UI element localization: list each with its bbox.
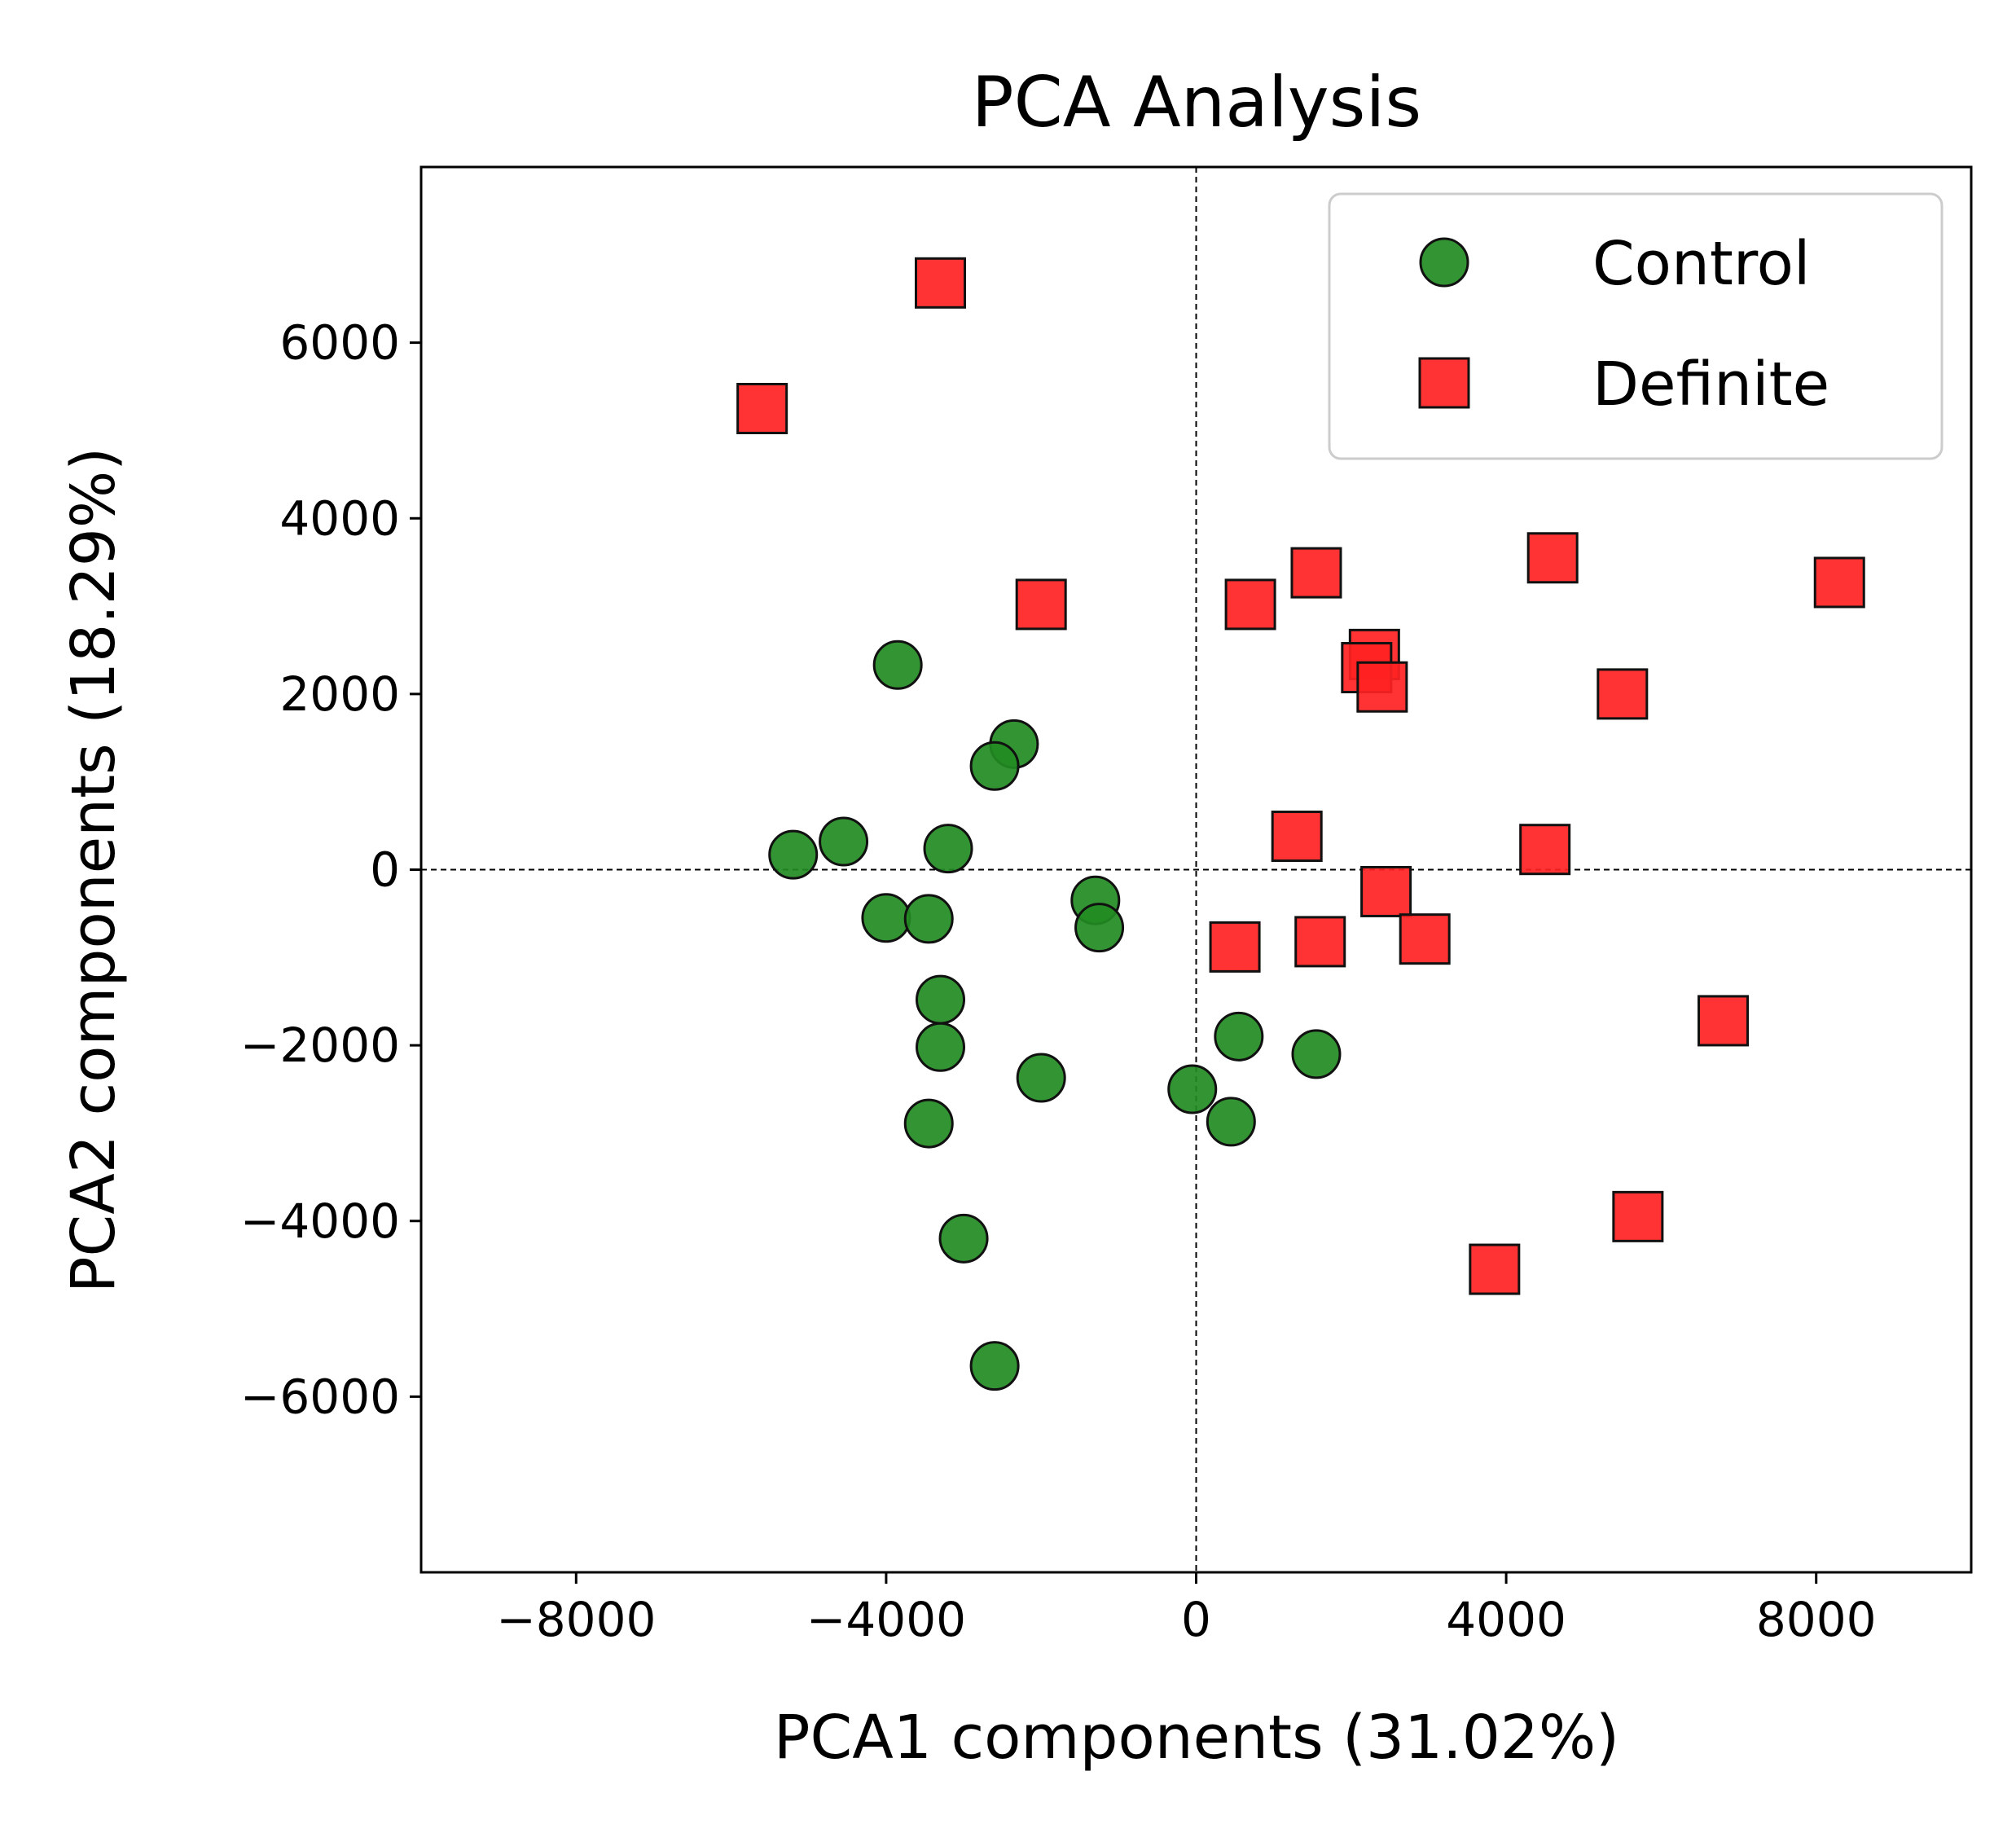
x-tick-label: −4000 <box>806 1592 966 1647</box>
data-points <box>736 257 1865 1391</box>
control-point <box>923 824 973 874</box>
definite-point <box>1224 578 1276 631</box>
control-point <box>938 1213 989 1264</box>
y-tick-label: 4000 <box>279 490 400 546</box>
y-tick-label: −2000 <box>240 1018 400 1073</box>
control-point <box>1206 1097 1256 1147</box>
control-point <box>916 974 966 1025</box>
reference-lines <box>421 167 1971 1572</box>
definite-point <box>1015 578 1067 631</box>
definite-point <box>736 382 788 434</box>
control-point <box>916 1022 966 1072</box>
control-point <box>768 829 819 880</box>
control-point <box>1291 1029 1342 1079</box>
legend-definite-label: Definite <box>1592 349 1829 420</box>
definite-point <box>1356 661 1408 713</box>
legend-control-marker <box>1419 237 1469 288</box>
definite-point <box>1519 824 1571 876</box>
y-axis-label: PCA2 components (18.29%) <box>59 447 129 1293</box>
definite-point <box>915 257 967 309</box>
legend-control-label: Control <box>1592 229 1811 299</box>
chart-title: PCA Analysis <box>972 62 1421 143</box>
definite-point <box>1813 556 1865 609</box>
definite-point <box>1290 547 1342 599</box>
definite-point <box>1612 1190 1664 1242</box>
definite-point <box>1698 995 1750 1047</box>
control-point <box>903 894 954 944</box>
x-axis-label: PCA1 components (31.02%) <box>774 1703 1619 1773</box>
definite-point <box>1271 811 1323 863</box>
y-tick-label: −6000 <box>240 1369 400 1424</box>
control-point <box>969 741 1020 791</box>
y-tick-label: −4000 <box>240 1193 400 1249</box>
x-tick-label: 4000 <box>1446 1592 1566 1647</box>
y-tick-label: 6000 <box>279 315 400 371</box>
legend-definite-marker <box>1418 357 1470 409</box>
definite-point <box>1469 1243 1521 1295</box>
definite-point <box>1399 913 1451 965</box>
control-point <box>1167 1064 1218 1114</box>
x-axis-ticks: −8000 −4000 0 4000 8000 <box>496 1572 1877 1647</box>
definite-point <box>1526 532 1579 584</box>
control-point <box>819 816 869 867</box>
definite-point <box>1294 916 1346 968</box>
control-point <box>861 893 911 943</box>
definite-point <box>1597 668 1649 720</box>
x-tick-label: −8000 <box>496 1592 656 1647</box>
definite-point <box>1209 921 1261 973</box>
x-tick-label: 8000 <box>1756 1592 1877 1647</box>
y-tick-label: 0 <box>370 842 400 898</box>
y-tick-label: 2000 <box>279 666 400 722</box>
control-point <box>969 1341 1020 1391</box>
y-axis-ticks: −6000 −4000 −2000 0 2000 4000 6000 <box>240 315 421 1424</box>
x-tick-label: 0 <box>1181 1592 1211 1647</box>
control-point <box>872 640 923 690</box>
definite-point <box>1360 865 1412 917</box>
control-point <box>1016 1053 1066 1103</box>
control-point <box>1214 1011 1264 1062</box>
control-point <box>1074 903 1125 953</box>
legend: Control Definite <box>1328 192 1944 460</box>
control-point <box>903 1098 954 1149</box>
legend-frame <box>1328 192 1944 460</box>
